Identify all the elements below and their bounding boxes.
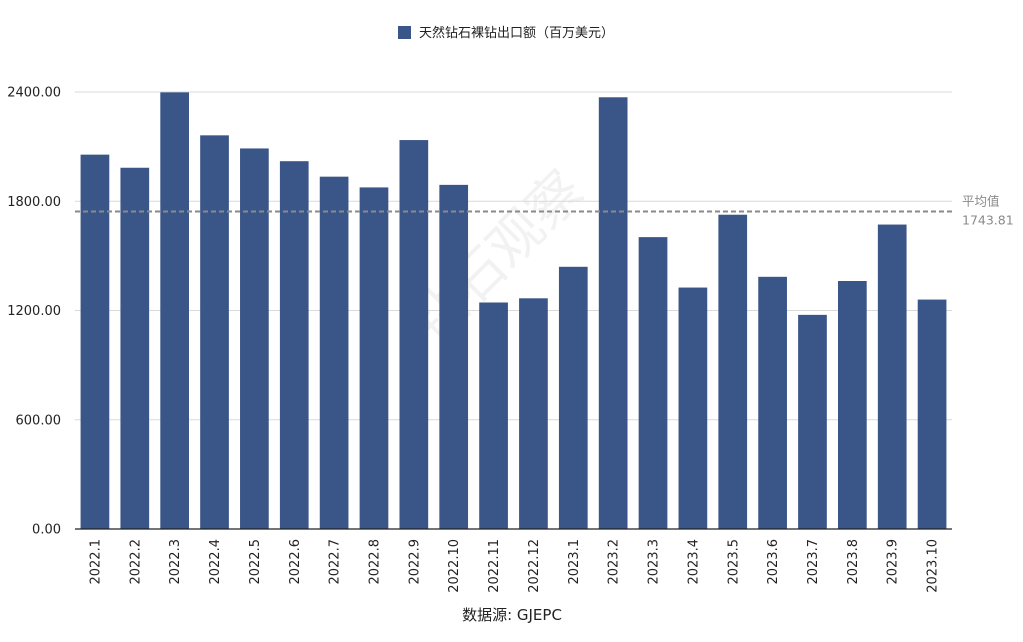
x-tick-label: 2022.7 — [328, 539, 343, 585]
bar[interactable] — [917, 299, 947, 529]
bars — [80, 92, 947, 530]
y-axis-ticks: 0.00 600.00 1200.00 1800.00 2400.00 — [7, 86, 61, 538]
x-tick-label: 2023.6 — [766, 539, 781, 585]
bar[interactable] — [758, 276, 787, 529]
legend[interactable]: 天然钻石裸钻出口额（百万美元） — [398, 25, 614, 41]
x-tick-label: 2023.3 — [647, 539, 662, 585]
bar[interactable] — [200, 135, 229, 530]
x-tick-label: 2023.10 — [926, 539, 941, 593]
x-tick-label: 2023.5 — [726, 539, 741, 585]
x-tick-label: 2023.1 — [567, 539, 582, 585]
bar[interactable] — [479, 302, 508, 529]
x-tick-label: 2022.5 — [248, 539, 263, 585]
x-tick-label: 2022.12 — [527, 539, 542, 593]
bar[interactable] — [399, 140, 429, 529]
y-tick-label: 0.00 — [32, 523, 61, 538]
x-tick-label: 2022.4 — [208, 539, 223, 585]
x-tick-label: 2023.7 — [806, 539, 821, 585]
bar[interactable] — [279, 161, 309, 530]
x-tick-label: 2022.10 — [447, 539, 462, 593]
bar[interactable] — [598, 97, 628, 529]
legend-swatch — [398, 26, 411, 39]
bar[interactable] — [319, 176, 349, 529]
bar[interactable] — [240, 148, 269, 529]
average-line-group: 平均值 1743.81 — [75, 193, 1014, 227]
y-tick-label: 1800.00 — [7, 195, 61, 210]
data-source: 数据源: GJEPC — [462, 606, 562, 624]
bar[interactable] — [638, 237, 668, 529]
bar[interactable] — [798, 314, 827, 529]
average-label: 平均值 — [962, 193, 1000, 208]
bar[interactable] — [678, 287, 708, 529]
bar[interactable] — [439, 184, 469, 530]
x-tick-label: 2022.8 — [367, 539, 382, 585]
x-tick-label: 2022.9 — [407, 539, 422, 585]
x-tick-label: 2023.9 — [886, 539, 901, 585]
bar[interactable] — [558, 266, 588, 529]
x-tick-label: 2022.1 — [88, 539, 103, 585]
y-tick-label: 1200.00 — [7, 304, 61, 319]
average-value: 1743.81 — [962, 212, 1014, 227]
bar[interactable] — [80, 154, 110, 530]
x-tick-label: 2022.2 — [128, 539, 143, 585]
bar[interactable] — [718, 214, 748, 529]
y-tick-label: 2400.00 — [7, 86, 61, 101]
bar[interactable] — [120, 167, 150, 529]
bar[interactable] — [160, 92, 190, 529]
x-tick-label: 2023.2 — [607, 539, 622, 585]
legend-label: 天然钻石裸钻出口额（百万美元） — [419, 25, 614, 41]
x-axis-ticks: 2022.1 2022.2 2022.3 2022.4 2022.5 2022.6 2022… — [88, 539, 940, 593]
y-tick-label: 600.00 — [16, 413, 62, 428]
x-tick-label: 2022.3 — [168, 539, 183, 585]
x-tick-label: 2023.4 — [686, 539, 701, 585]
x-tick-label: 2022.6 — [288, 539, 303, 585]
x-tick-label: 2022.11 — [487, 539, 502, 593]
bar[interactable] — [837, 281, 867, 529]
x-tick-label: 2023.8 — [846, 539, 861, 585]
bar[interactable] — [877, 224, 907, 529]
bar[interactable] — [519, 298, 548, 529]
bar[interactable] — [359, 187, 389, 529]
